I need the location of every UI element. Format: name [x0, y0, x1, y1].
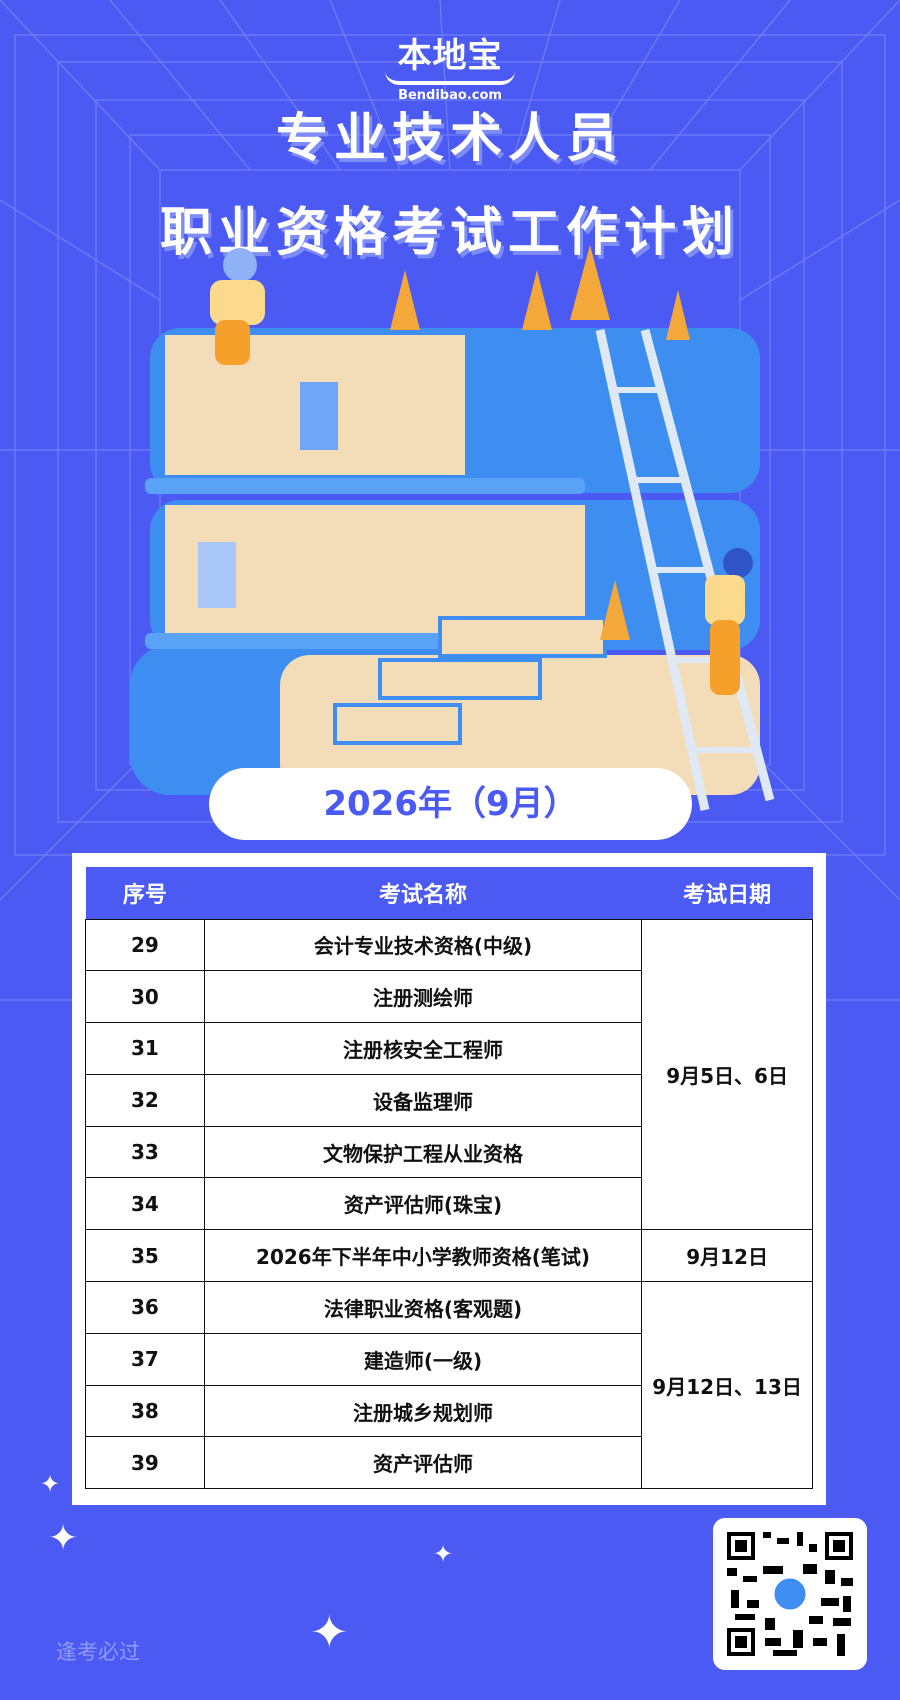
row-number: 35: [85, 1229, 205, 1283]
logo-text: 本地宝: [397, 36, 503, 76]
row-number: 31: [85, 1022, 205, 1075]
sparkle-icon: ✦: [48, 1518, 79, 1559]
table-row: 32 设备监理师: [85, 1073, 813, 1127]
trees: [390, 245, 690, 640]
sparkle-icon: ✦: [310, 1605, 349, 1659]
row-exam-date: 9月5日、6日: [641, 918, 813, 1231]
person-sitting: [210, 248, 265, 365]
table-row: 39 资产评估师: [85, 1436, 813, 1490]
exam-schedule-table: 序号 考试名称 考试日期 29 会计专业技术资格(中级) 9月5日、6日 30 注册测…: [85, 867, 813, 1490]
qr-code-icon: [727, 1532, 853, 1656]
row-number: 29: [85, 918, 205, 972]
row-exam-name: 注册测绘师: [203, 970, 643, 1024]
row-exam-name: 建造师(一级): [203, 1332, 643, 1386]
row-number: 30: [85, 970, 205, 1024]
row-number: 34: [85, 1177, 205, 1231]
row-exam-name: 资产评估师: [203, 1436, 643, 1490]
header-exam-name: 考试名称: [204, 867, 642, 919]
row-exam-name: 文物保护工程从业资格: [203, 1125, 643, 1179]
page-title-line1: 专业技术人员: [275, 109, 624, 169]
row-exam-date: 9月12日: [641, 1229, 813, 1283]
header-exam-date: 考试日期: [641, 867, 813, 919]
exam-schedule-panel: 序号 考试名称 考试日期 29 会计专业技术资格(中级) 9月5日、6日 30 注册测…: [72, 853, 826, 1505]
row-exam-name: 资产评估师(珠宝): [203, 1177, 643, 1231]
row-exam-name: 2026年下半年中小学教师资格(笔试): [203, 1229, 643, 1283]
books-ladder-illustration: [130, 245, 775, 811]
row-exam-name: 会计专业技术资格(中级): [203, 918, 643, 972]
sparkle-icon: ✦: [433, 1540, 454, 1568]
footer-slogan: 逢考必过: [56, 1640, 140, 1664]
table-row: 34 资产评估师(珠宝): [85, 1177, 813, 1231]
page-title-line2: 职业资格考试工作计划: [159, 203, 740, 263]
header-number: 序号: [85, 867, 205, 919]
row-number: 32: [85, 1073, 205, 1127]
row-number: 38: [85, 1384, 205, 1438]
row-number: 36: [85, 1281, 205, 1334]
table-row: 29 会计专业技术资格(中级) 9月5日、6日: [85, 918, 813, 1231]
period-banner: 2026年（9月）: [209, 768, 692, 840]
row-exam-name: 法律职业资格(客观题): [203, 1281, 643, 1334]
logo-arc: [385, 71, 515, 85]
row-exam-name: 设备监理师: [203, 1073, 643, 1127]
row-number: 37: [85, 1332, 205, 1386]
row-number: 33: [85, 1125, 205, 1179]
row-exam-name: 注册城乡规划师: [203, 1384, 643, 1438]
table-row: 36 法律职业资格(客观题) 9月12日、13日: [85, 1281, 813, 1490]
table-row: 33 文物保护工程从业资格: [85, 1125, 813, 1179]
table-row: 35 2026年下半年中小学教师资格(笔试) 9月12日: [85, 1229, 813, 1283]
book-stack: [130, 328, 760, 795]
qr-code[interactable]: [713, 1518, 867, 1670]
ladder: [595, 328, 775, 811]
row-exam-name: 注册核安全工程师: [203, 1022, 643, 1075]
row-number: 39: [85, 1436, 205, 1490]
row-exam-date: 9月12日、13日: [641, 1281, 813, 1490]
person-climbing: [705, 548, 753, 695]
table-row: 30 注册测绘师: [85, 970, 813, 1024]
sparkle-icon: ✦: [40, 1470, 61, 1498]
bendibao-logo: 本地宝 Bendibao.com: [0, 28, 900, 103]
logo-domain: Bendibao.com: [398, 88, 502, 103]
table-header-row: 序号 考试名称 考试日期: [85, 867, 813, 919]
table-row: 37 建造师(一级): [85, 1332, 813, 1386]
table-row: 38 注册城乡规划师: [85, 1384, 813, 1438]
table-row: 31 注册核安全工程师: [85, 1022, 813, 1075]
